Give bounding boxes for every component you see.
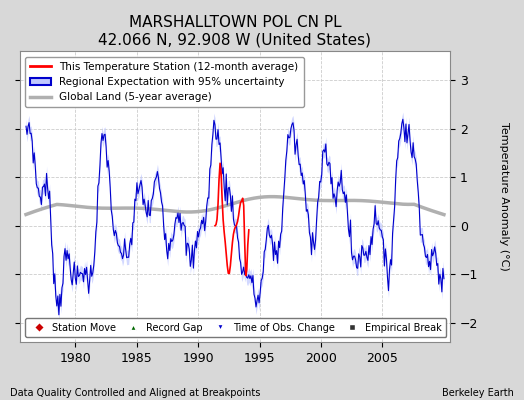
Y-axis label: Temperature Anomaly (°C): Temperature Anomaly (°C) [499,122,509,271]
Text: Data Quality Controlled and Aligned at Breakpoints: Data Quality Controlled and Aligned at B… [10,388,261,398]
Title: MARSHALLTOWN POL CN PL
42.066 N, 92.908 W (United States): MARSHALLTOWN POL CN PL 42.066 N, 92.908 … [99,15,372,47]
Legend: Station Move, Record Gap, Time of Obs. Change, Empirical Break: Station Move, Record Gap, Time of Obs. C… [25,318,446,338]
Text: Berkeley Earth: Berkeley Earth [442,388,514,398]
